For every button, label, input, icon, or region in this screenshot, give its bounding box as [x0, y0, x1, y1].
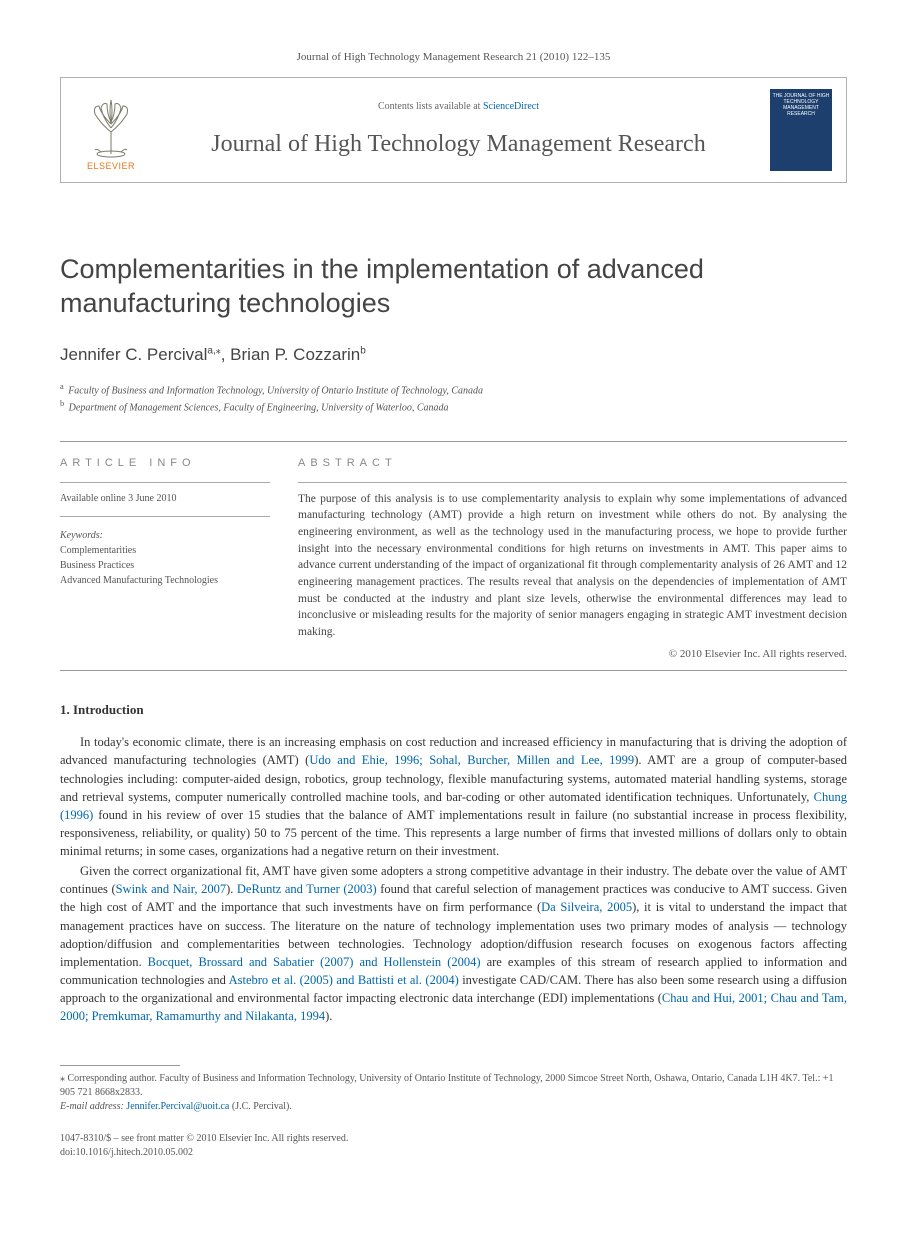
section-1-head: 1. Introduction — [60, 701, 847, 719]
paragraph-1: In today's economic climate, there is an… — [60, 733, 847, 860]
citation-4[interactable]: DeRuntz and Turner (2003) — [237, 882, 377, 896]
keyword-3: Advanced Manufacturing Technologies — [60, 573, 270, 588]
front-matter-info: 1047-8310/$ – see front matter © 2010 El… — [60, 1132, 847, 1160]
affiliation-b: Department of Management Sciences, Facul… — [69, 402, 449, 413]
author-1: Jennifer C. Percival — [60, 345, 207, 364]
authors-line: Jennifer C. Percivala,⁎, Brian P. Cozzar… — [60, 343, 847, 367]
citation-3[interactable]: Swink and Nair, 2007 — [116, 882, 226, 896]
footnote-rule — [60, 1065, 180, 1066]
citation-5[interactable]: Da Silveira, 2005 — [541, 900, 632, 914]
info-divider — [60, 482, 270, 483]
elsevier-label: ELSEVIER — [87, 160, 135, 173]
article-title: Complementarities in the implementation … — [60, 253, 847, 321]
sciencedirect-link[interactable]: ScienceDirect — [483, 101, 539, 112]
p1-text-c: found in his review of over 15 studies t… — [60, 808, 847, 858]
doi-line: doi:10.1016/j.hitech.2010.05.002 — [60, 1146, 847, 1160]
paragraph-2: Given the correct organizational fit, AM… — [60, 862, 847, 1025]
citation-6[interactable]: Bocquet, Brossard and Sabatier (2007) an… — [148, 955, 481, 969]
email-label: E-mail address: — [60, 1101, 126, 1112]
divider-bottom — [60, 670, 847, 671]
contents-available-line: Contents lists available at ScienceDirec… — [161, 100, 756, 114]
abstract-copyright: © 2010 Elsevier Inc. All rights reserved… — [298, 647, 847, 662]
journal-banner: ELSEVIER Contents lists available at Sci… — [60, 77, 847, 183]
article-info-column: ARTICLE INFO Available online 3 June 201… — [60, 456, 270, 662]
abstract-label: ABSTRACT — [298, 456, 847, 471]
corresponding-footnote: ⁎ Corresponding author. Faculty of Busin… — [60, 1072, 847, 1100]
p2-text-b: ). — [226, 882, 237, 896]
author-1-affil-sup: a, — [207, 345, 215, 356]
keywords-label: Keywords: — [60, 529, 270, 543]
contents-prefix: Contents lists available at — [378, 101, 483, 112]
affiliation-a: Faculty of Business and Information Tech… — [68, 385, 483, 396]
issn-line: 1047-8310/$ – see front matter © 2010 El… — [60, 1132, 847, 1146]
p2-text-g: ). — [325, 1009, 332, 1023]
author-2: , Brian P. Cozzarin — [221, 345, 361, 364]
divider-top — [60, 441, 847, 442]
author-2-affil-sup: b — [360, 345, 366, 356]
affiliations: a Faculty of Business and Information Te… — [60, 381, 847, 416]
abstract-divider — [298, 482, 847, 483]
elsevier-logo: ELSEVIER — [75, 88, 147, 172]
keyword-1: Complementarities — [60, 543, 270, 558]
citation-7[interactable]: Astebro et al. (2005) and Battisti et al… — [229, 973, 459, 987]
keyword-2: Business Practices — [60, 558, 270, 573]
info-divider-2 — [60, 516, 270, 517]
available-online: Available online 3 June 2010 — [60, 491, 270, 506]
abstract-column: ABSTRACT The purpose of this analysis is… — [298, 456, 847, 662]
journal-cover-thumbnail: THE JOURNAL OF HIGH TECHNOLOGY MANAGEMEN… — [770, 89, 832, 171]
email-suffix: (J.C. Percival). — [229, 1101, 292, 1112]
journal-title-banner: Journal of High Technology Management Re… — [161, 128, 756, 162]
email-footnote: E-mail address: Jennifer.Percival@uoit.c… — [60, 1100, 847, 1114]
citation-1[interactable]: Udo and Ehie, 1996; Sohal, Burcher, Mill… — [309, 753, 634, 767]
abstract-text: The purpose of this analysis is to use c… — [298, 491, 847, 641]
article-info-label: ARTICLE INFO — [60, 456, 270, 471]
email-link[interactable]: Jennifer.Percival@uoit.ca — [126, 1101, 229, 1112]
journal-citation-header: Journal of High Technology Management Re… — [60, 50, 847, 65]
